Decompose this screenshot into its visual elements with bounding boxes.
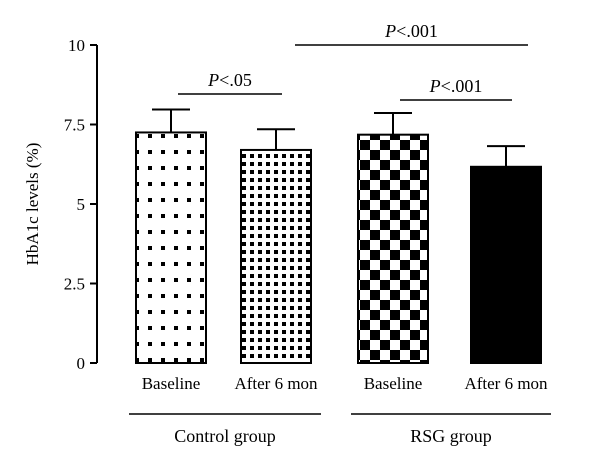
category-label: After 6 mon bbox=[464, 374, 548, 393]
bar bbox=[240, 148, 312, 364]
p-symbol: P bbox=[207, 70, 219, 90]
category-label: After 6 mon bbox=[234, 374, 318, 393]
error-bars bbox=[152, 108, 525, 167]
y-tick-label: 0 bbox=[77, 354, 86, 373]
group-label: RSG group bbox=[410, 426, 492, 446]
y-tick-label: 2.5 bbox=[64, 275, 85, 294]
category-label: Baseline bbox=[364, 374, 423, 393]
significance-label: P<.05 bbox=[207, 70, 252, 90]
p-value: <.05 bbox=[219, 70, 252, 90]
bar bbox=[470, 165, 542, 364]
category-label: Baseline bbox=[142, 374, 201, 393]
p-value: <.001 bbox=[396, 21, 438, 41]
group-labels: Control group RSG group bbox=[129, 413, 551, 446]
y-tick-label: 5 bbox=[77, 195, 86, 214]
y-tick-label: 7.5 bbox=[64, 116, 85, 135]
bars bbox=[135, 131, 542, 364]
significance-label: P<.001 bbox=[384, 21, 438, 41]
significance-label: P<.001 bbox=[429, 76, 483, 96]
y-tick-label: 10 bbox=[68, 36, 85, 55]
p-symbol: P bbox=[384, 21, 396, 41]
p-value: <.001 bbox=[441, 76, 483, 96]
group-label: Control group bbox=[174, 426, 276, 446]
bar bbox=[357, 133, 429, 364]
y-axis: 0 2.5 5 7.5 10 bbox=[64, 36, 98, 373]
y-axis-label: HbA1c levels (%) bbox=[23, 143, 42, 266]
category-labels: Baseline After 6 mon Baseline After 6 mon bbox=[142, 374, 548, 393]
bar bbox=[135, 131, 207, 364]
p-symbol: P bbox=[429, 76, 441, 96]
